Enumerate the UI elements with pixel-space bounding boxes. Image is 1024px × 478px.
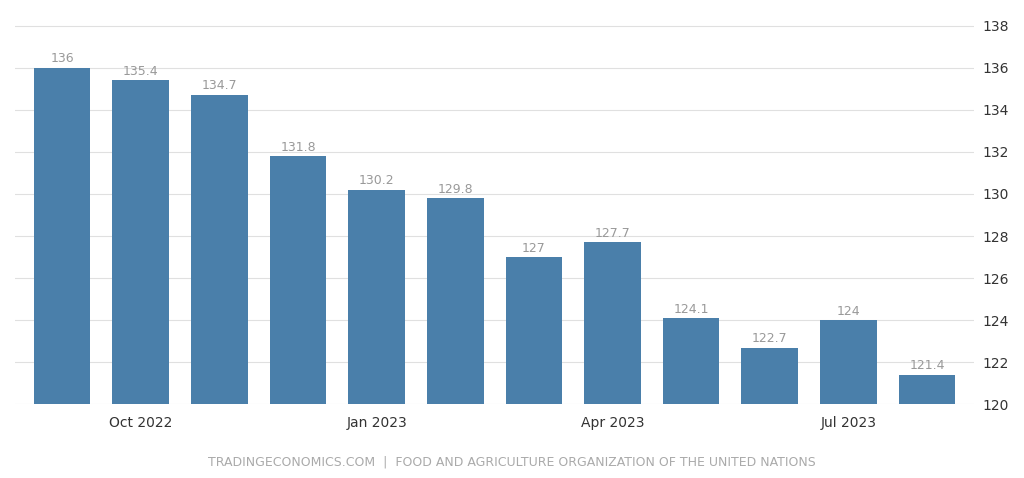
Bar xyxy=(427,198,483,404)
Bar xyxy=(506,257,562,404)
Text: 124: 124 xyxy=(837,304,860,318)
Bar xyxy=(585,242,641,404)
Bar xyxy=(34,67,90,404)
Text: 121.4: 121.4 xyxy=(909,359,945,372)
Bar xyxy=(663,318,720,404)
Text: 131.8: 131.8 xyxy=(281,141,315,153)
Bar xyxy=(348,190,404,404)
Text: 136: 136 xyxy=(50,52,74,65)
Text: 127: 127 xyxy=(522,241,546,255)
Bar xyxy=(820,320,877,404)
Bar xyxy=(113,80,169,404)
Bar xyxy=(269,156,327,404)
Text: 124.1: 124.1 xyxy=(674,303,709,315)
Text: 135.4: 135.4 xyxy=(123,65,159,78)
Bar xyxy=(899,375,955,404)
Text: 130.2: 130.2 xyxy=(358,174,394,187)
Text: 129.8: 129.8 xyxy=(437,183,473,196)
Bar xyxy=(741,348,798,404)
Bar xyxy=(191,95,248,404)
Text: TRADINGECONOMICS.COM  |  FOOD AND AGRICULTURE ORGANIZATION OF THE UNITED NATIONS: TRADINGECONOMICS.COM | FOOD AND AGRICULT… xyxy=(208,456,816,468)
Text: 122.7: 122.7 xyxy=(752,332,787,345)
Text: 134.7: 134.7 xyxy=(202,79,238,92)
Text: 127.7: 127.7 xyxy=(595,227,631,240)
